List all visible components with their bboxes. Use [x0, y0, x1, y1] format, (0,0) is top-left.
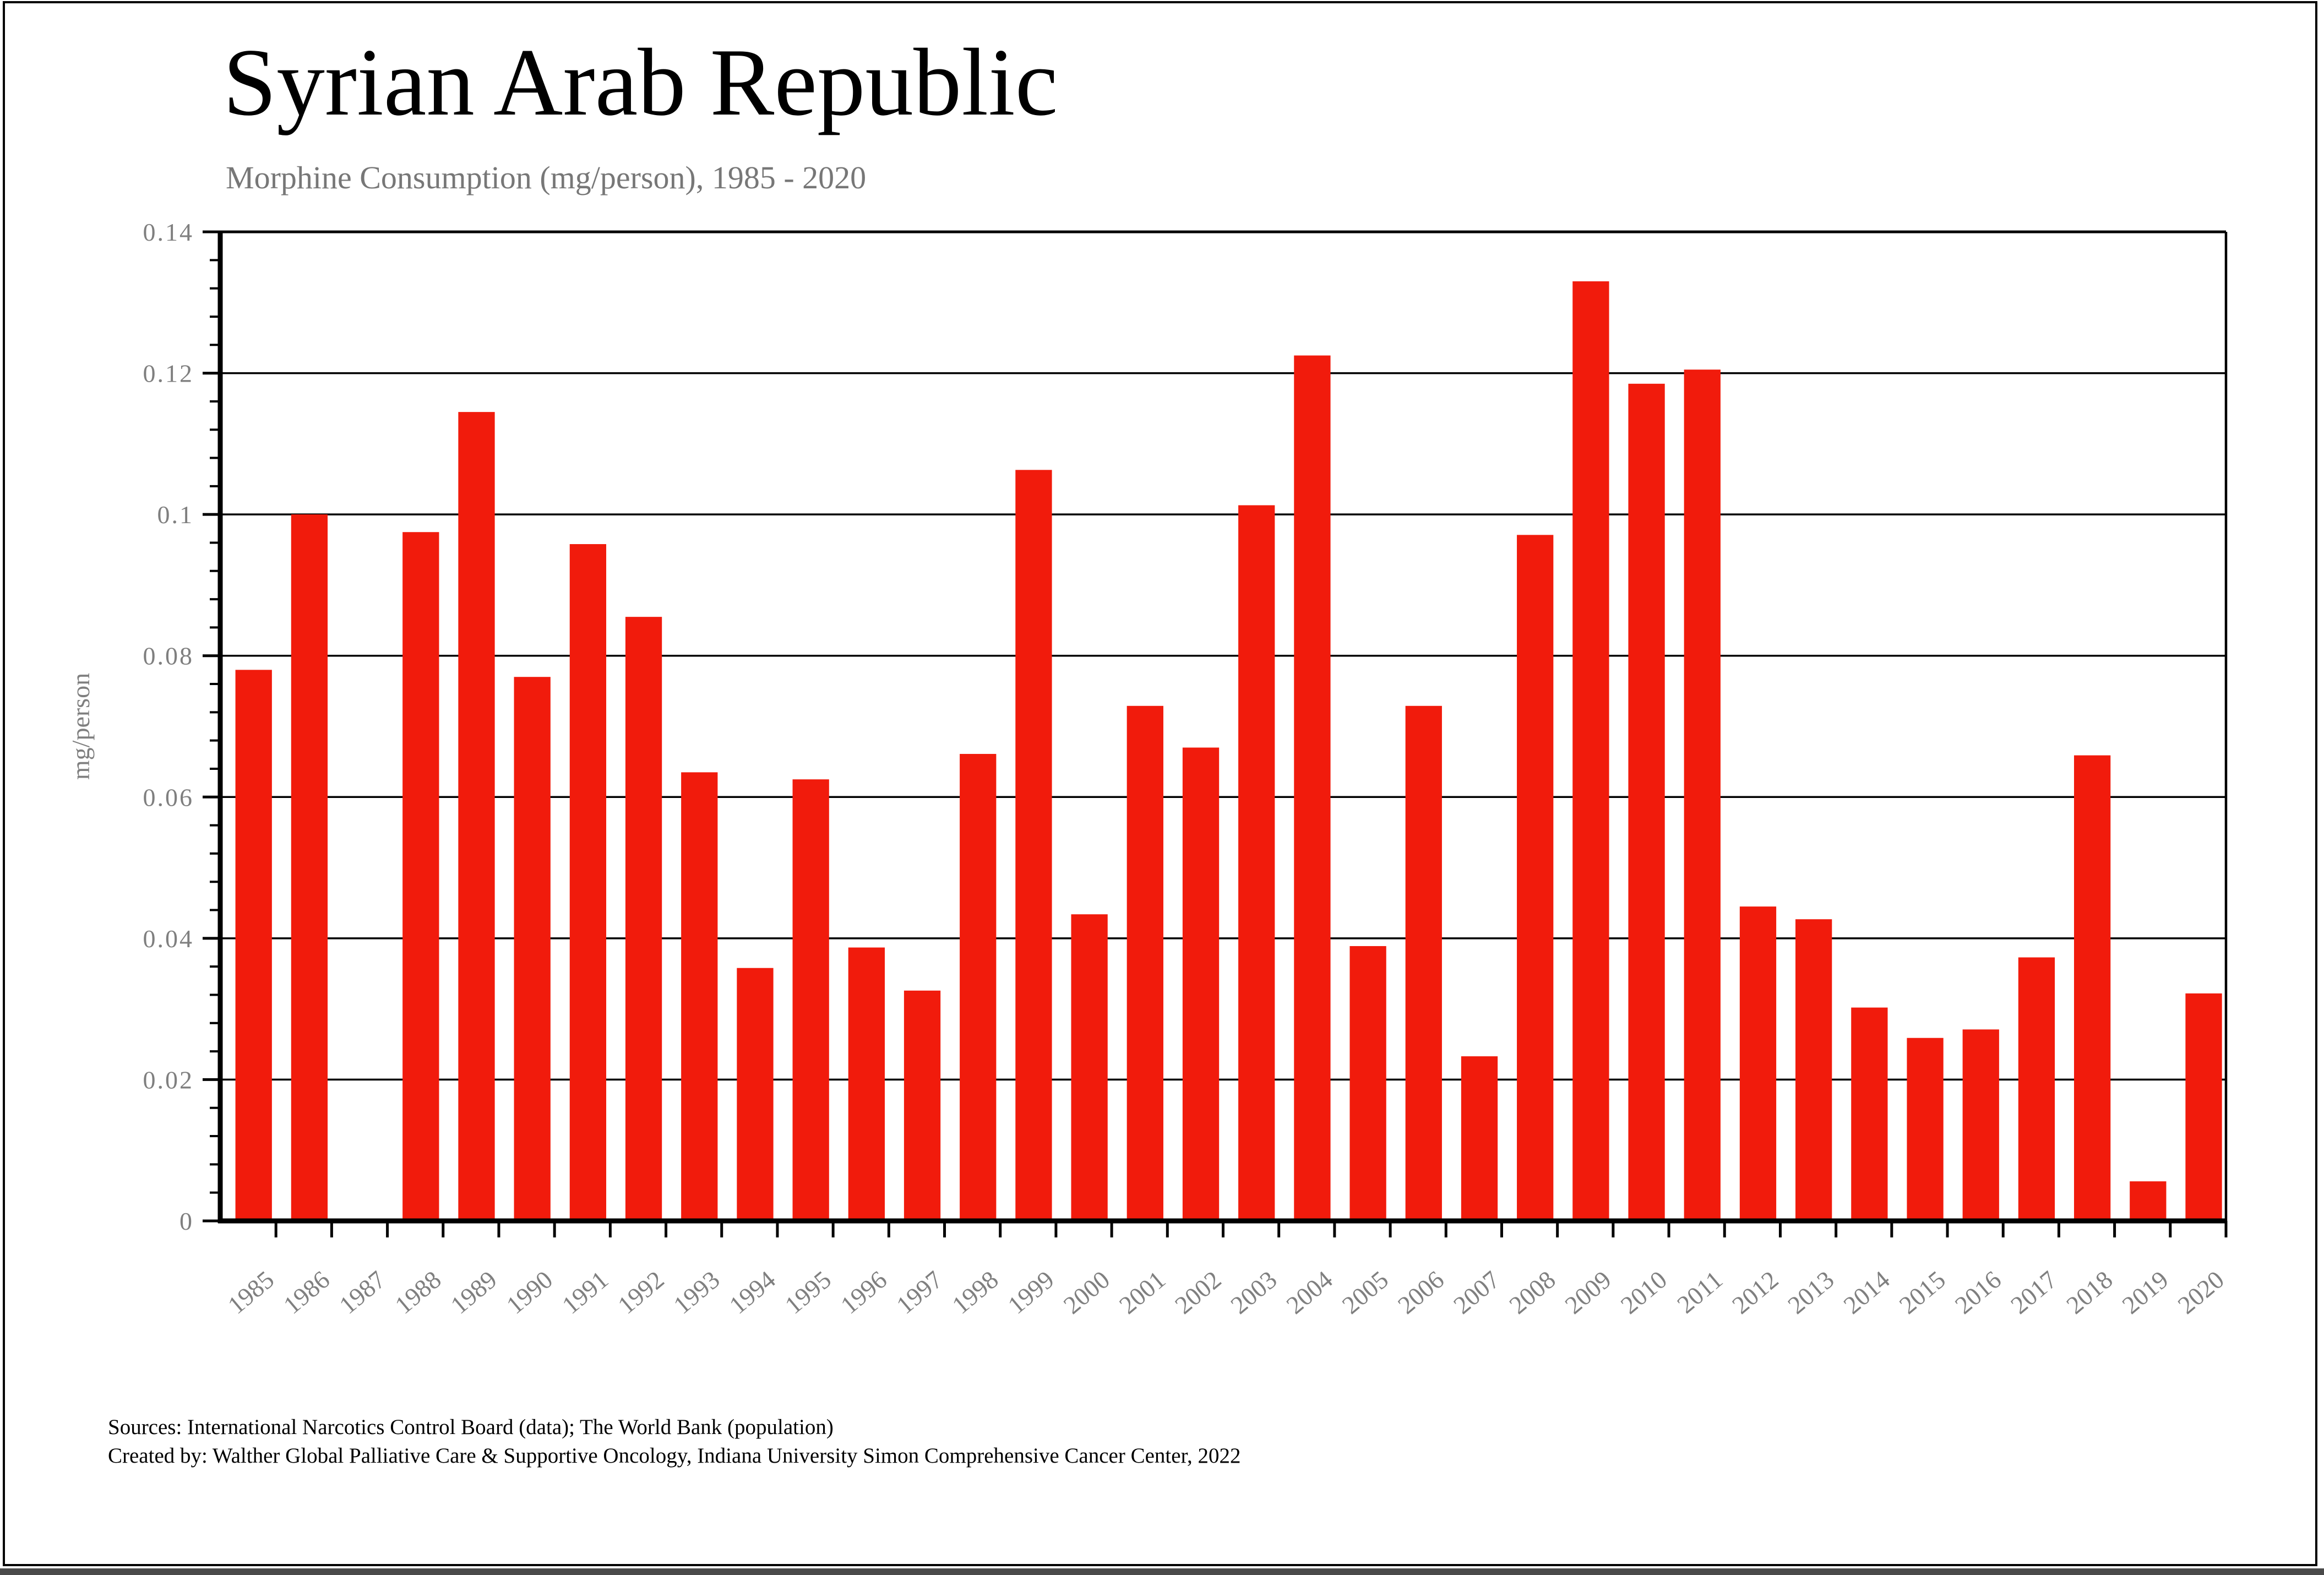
bar-2020	[2185, 993, 2222, 1221]
source-line-1: Sources: International Narcotics Control…	[108, 1415, 834, 1439]
x-tick-label-2002: 2002	[1169, 1266, 1226, 1319]
y-tick-label: 0.1	[157, 501, 194, 529]
x-tick-label-1994: 1994	[724, 1266, 781, 1319]
x-tick-label-1991: 1991	[557, 1266, 613, 1319]
x-tick-label-1998: 1998	[946, 1266, 1003, 1319]
x-tick-label-1987: 1987	[334, 1266, 390, 1319]
chart-subtitle: Morphine Consumption (mg/person), 1985 -…	[226, 160, 867, 195]
bar-2011	[1684, 370, 1721, 1221]
x-tick-label-2000: 2000	[1058, 1266, 1115, 1319]
x-tick-label-2016: 2016	[1950, 1266, 2006, 1319]
bar-2017	[2018, 957, 2055, 1221]
x-tick-label-1992: 1992	[612, 1266, 669, 1319]
bar-2005	[1349, 946, 1386, 1221]
bar-2003	[1238, 505, 1275, 1221]
bottom-edge-strip	[0, 1568, 2324, 1575]
bar-2009	[1572, 281, 1609, 1221]
bar-2018	[2073, 755, 2111, 1221]
bar-1996	[848, 947, 885, 1221]
bar-2002	[1182, 747, 1220, 1221]
x-tick-label-1999: 1999	[1003, 1266, 1059, 1319]
bar-2008	[1517, 535, 1554, 1221]
y-tick-label: 0.06	[143, 783, 194, 811]
x-tick-label-1995: 1995	[780, 1266, 836, 1319]
x-tick-label-2014: 2014	[1838, 1266, 1895, 1319]
bar-2006	[1405, 705, 1442, 1221]
bar-2001	[1126, 705, 1163, 1221]
bar-1998	[960, 754, 997, 1221]
y-tick-label: 0.02	[143, 1066, 194, 1094]
y-axis-title: mg/person	[67, 673, 95, 780]
y-tick-label: 0.14	[143, 218, 194, 246]
source-notes: Sources: International Narcotics Control…	[108, 1413, 1241, 1470]
x-tick-label-1985: 1985	[222, 1266, 279, 1319]
x-tick-label-2006: 2006	[1392, 1266, 1449, 1319]
bar-2010	[1628, 383, 1665, 1221]
bar-1988	[402, 532, 439, 1221]
x-tick-label-1990: 1990	[501, 1266, 558, 1319]
bar-1993	[681, 772, 718, 1221]
bar-2014	[1851, 1007, 1888, 1221]
chart-title: Syrian Arab Republic	[223, 29, 1058, 135]
bar-2015	[1907, 1038, 1944, 1221]
x-tick-label-2013: 2013	[1782, 1266, 1839, 1319]
x-tick-label-2020: 2020	[2173, 1266, 2229, 1319]
y-tick-label: 0.04	[143, 925, 194, 953]
x-tick-label-2010: 2010	[1615, 1266, 1672, 1319]
x-tick-label-2005: 2005	[1337, 1266, 1394, 1319]
x-tick-label-2008: 2008	[1504, 1266, 1560, 1319]
x-tick-label-2001: 2001	[1114, 1266, 1171, 1319]
y-tick-label: 0.12	[143, 360, 194, 388]
bar-2004	[1294, 355, 1331, 1221]
bar-1985	[235, 670, 272, 1221]
bar-1997	[904, 990, 941, 1221]
x-tick-label-1996: 1996	[835, 1266, 892, 1319]
bar-1989	[458, 412, 495, 1221]
x-tick-label-2009: 2009	[1560, 1266, 1617, 1319]
x-tick-label-1989: 1989	[445, 1266, 502, 1319]
bar-2013	[1795, 919, 1832, 1221]
bar-1986	[291, 514, 328, 1221]
bar-2000	[1071, 914, 1108, 1221]
bar-2016	[1962, 1029, 1999, 1221]
x-tick-label-1988: 1988	[389, 1266, 446, 1319]
x-tick-label-2011: 2011	[1672, 1266, 1728, 1319]
x-tick-label-2017: 2017	[2005, 1266, 2062, 1319]
x-tick-label-1997: 1997	[891, 1266, 948, 1319]
bar-1992	[625, 617, 662, 1221]
y-tick-label: 0.08	[143, 642, 194, 670]
x-tick-label-1993: 1993	[668, 1266, 725, 1319]
bar-1990	[514, 677, 551, 1221]
x-tick-label-2015: 2015	[1894, 1266, 1951, 1319]
x-tick-label-2018: 2018	[2061, 1266, 2118, 1319]
source-line-2: Created by: Walther Global Palliative Ca…	[108, 1443, 1241, 1468]
bar-2007	[1461, 1056, 1498, 1221]
x-tick-label-2019: 2019	[2116, 1266, 2173, 1319]
x-tick-label-1986: 1986	[278, 1266, 335, 1319]
bar-1999	[1015, 470, 1052, 1221]
bar-1994	[737, 968, 774, 1221]
bar-2012	[1739, 906, 1777, 1221]
bar-1991	[569, 544, 607, 1221]
x-tick-label-2012: 2012	[1727, 1266, 1783, 1319]
x-tick-label-2003: 2003	[1225, 1266, 1282, 1319]
y-tick-label: 0	[179, 1207, 194, 1235]
bar-1995	[792, 779, 829, 1221]
x-tick-label-2004: 2004	[1281, 1266, 1338, 1319]
x-tick-label-2007: 2007	[1448, 1266, 1505, 1319]
bar-2019	[2130, 1181, 2167, 1221]
